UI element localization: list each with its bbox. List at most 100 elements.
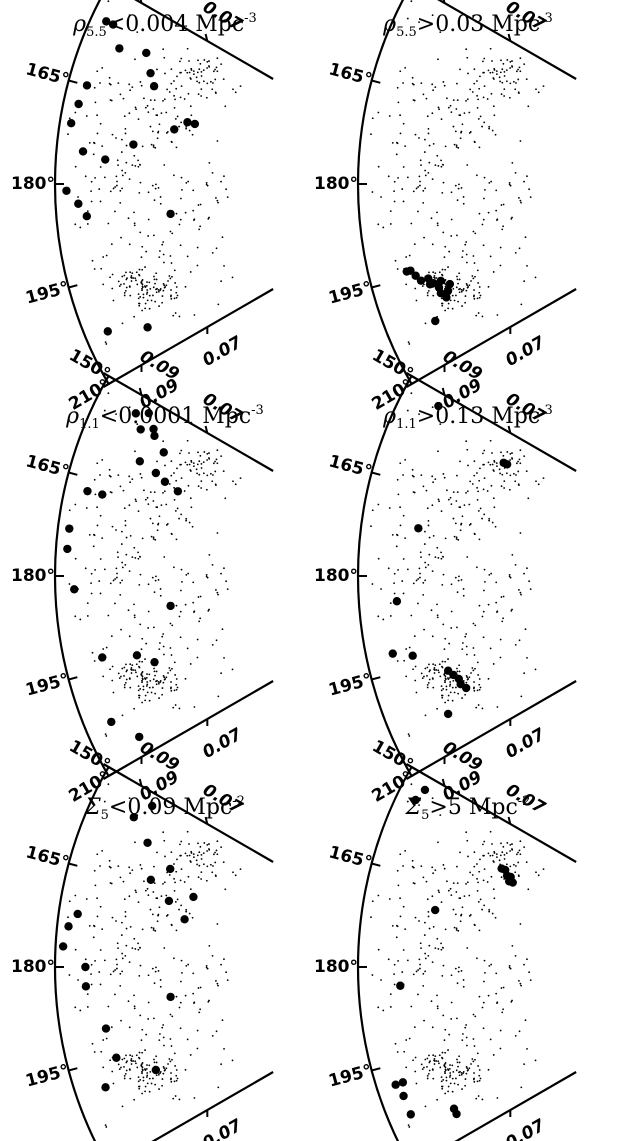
galaxy-point	[103, 176, 106, 179]
galaxy-point	[135, 271, 138, 274]
galaxy-point	[473, 681, 475, 683]
galaxy-point	[151, 522, 154, 525]
galaxy-point	[483, 176, 486, 179]
galaxy-point	[187, 484, 190, 487]
highlight-point	[190, 119, 200, 129]
galaxy-point	[178, 315, 181, 318]
galaxy-point	[128, 83, 131, 86]
galaxy-point	[99, 949, 102, 951]
galaxy-point	[478, 286, 481, 288]
galaxy-point	[459, 68, 461, 71]
ra-tick-label: 165°	[24, 451, 72, 482]
galaxy-point	[200, 858, 203, 860]
galaxy-point	[448, 1033, 451, 1036]
galaxy-point	[109, 190, 112, 193]
galaxy-point	[152, 294, 154, 297]
galaxy-point	[156, 679, 158, 682]
galaxy-point	[450, 191, 453, 194]
galaxy-point	[231, 668, 234, 671]
galaxy-point	[399, 915, 402, 918]
highlight-point	[98, 490, 107, 499]
galaxy-point	[487, 285, 490, 288]
galaxy-point	[94, 568, 96, 571]
ra-tick-label: 165°	[327, 842, 375, 873]
galaxy-point	[528, 580, 531, 583]
galaxy-point	[160, 112, 163, 115]
galaxy-point	[137, 557, 140, 560]
galaxy-point	[188, 129, 191, 132]
highlight-point	[102, 17, 111, 26]
galaxy-point	[489, 854, 492, 857]
galaxy-point	[451, 686, 454, 689]
galaxy-point	[176, 1077, 179, 1080]
galaxy-point	[427, 127, 430, 130]
galaxy-point	[434, 86, 437, 89]
galaxy-point	[505, 69, 508, 71]
galaxy-point	[179, 60, 181, 63]
galaxy-point	[486, 98, 489, 100]
highlight-point	[408, 651, 417, 660]
galaxy-point	[154, 300, 157, 303]
z-tick	[138, 778, 143, 787]
galaxy-point	[162, 1072, 165, 1075]
galaxy-point	[393, 963, 396, 966]
highlight-point	[508, 878, 517, 887]
galaxy-point	[158, 515, 161, 518]
galaxy-point	[159, 289, 161, 292]
galaxy-point	[399, 70, 402, 73]
galaxy-point	[212, 853, 215, 856]
highlight-point	[431, 316, 440, 326]
galaxy-point	[414, 287, 417, 290]
galaxy-point	[495, 992, 498, 995]
galaxy-point	[534, 276, 537, 279]
galaxy-point	[447, 658, 449, 660]
galaxy-point	[431, 243, 434, 246]
highlight-point	[166, 209, 175, 219]
galaxy-point	[394, 259, 397, 262]
galaxy-point	[458, 183, 460, 186]
galaxy-point	[440, 510, 443, 513]
ra-tick-label: 195°	[327, 278, 375, 309]
galaxy-point	[436, 614, 439, 617]
galaxy-point	[501, 851, 504, 854]
z-tick-label: 0.07	[199, 389, 245, 427]
galaxy-point	[456, 99, 459, 102]
galaxy-point	[127, 609, 130, 612]
galaxy-point	[180, 85, 183, 88]
galaxy-point	[377, 1006, 380, 1009]
galaxy-point	[161, 1084, 164, 1087]
galaxy-point	[192, 992, 195, 995]
galaxy-point	[123, 686, 126, 689]
galaxy-point	[215, 66, 218, 69]
galaxy-point	[159, 979, 162, 981]
galaxy-point	[415, 187, 418, 190]
galaxy-point	[137, 1076, 140, 1078]
galaxy-point	[402, 905, 405, 908]
galaxy-point	[198, 81, 201, 84]
galaxy-point	[444, 309, 447, 312]
galaxy-point	[141, 1092, 144, 1095]
galaxy-point	[482, 218, 485, 221]
galaxy-point	[399, 114, 401, 117]
galaxy-point	[471, 275, 474, 277]
highlight-point	[136, 425, 145, 434]
galaxy-point	[402, 166, 405, 168]
galaxy-point	[411, 859, 414, 862]
galaxy-point	[511, 848, 514, 851]
galaxy-point	[197, 451, 199, 454]
galaxy-point	[128, 635, 131, 638]
galaxy-point	[155, 1061, 158, 1064]
highlight-point	[81, 962, 90, 972]
galaxy-point	[464, 243, 467, 246]
galaxy-point	[427, 132, 430, 135]
galaxy-point	[197, 59, 199, 62]
galaxy-point	[498, 76, 501, 79]
galaxy-point	[156, 506, 159, 509]
galaxy-point	[508, 181, 511, 184]
galaxy-point	[163, 164, 166, 166]
z-tick	[204, 33, 209, 42]
galaxy-point	[466, 56, 469, 59]
galaxy-point	[74, 948, 77, 951]
galaxy-point	[402, 122, 405, 125]
galaxy-point	[478, 678, 481, 680]
